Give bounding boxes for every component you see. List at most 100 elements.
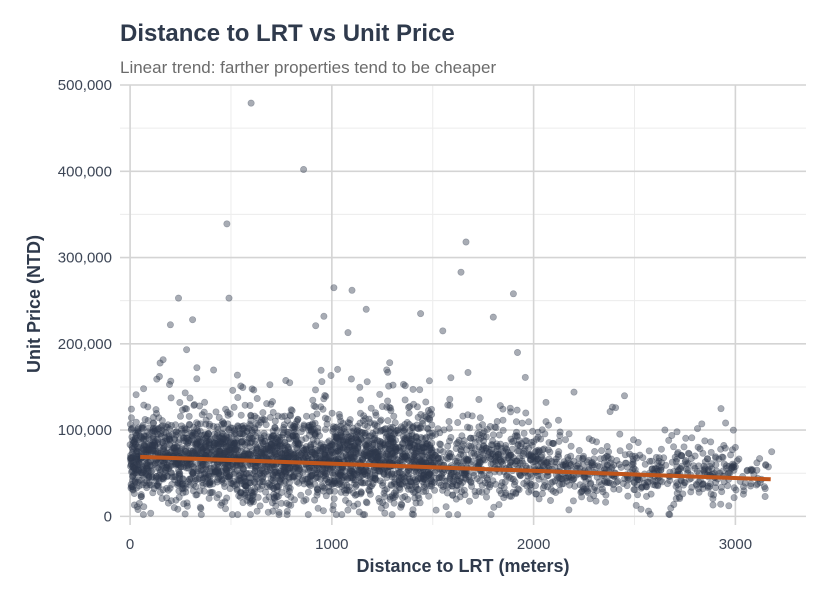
data-point — [140, 503, 148, 511]
data-point — [189, 429, 197, 437]
data-point — [159, 486, 167, 494]
data-point — [325, 487, 333, 495]
data-point — [251, 488, 259, 496]
data-point — [662, 461, 670, 469]
data-point — [285, 487, 293, 495]
data-point — [232, 445, 240, 453]
data-point — [422, 398, 430, 406]
data-point — [281, 446, 289, 454]
data-point — [354, 500, 362, 508]
data-point — [417, 410, 425, 418]
data-point — [247, 412, 255, 420]
data-point — [150, 413, 158, 421]
data-point — [252, 432, 260, 440]
y-axis-title: Unit Price (NTD) — [24, 235, 44, 373]
data-point — [355, 508, 363, 516]
data-point — [418, 452, 426, 460]
data-point — [177, 463, 185, 471]
data-point — [497, 457, 505, 465]
data-point — [399, 480, 407, 488]
data-point — [747, 466, 755, 474]
data-point — [281, 477, 289, 485]
data-point — [357, 435, 365, 443]
data-point — [281, 450, 289, 458]
data-point — [167, 394, 175, 402]
data-point — [143, 462, 151, 470]
data-point — [222, 405, 230, 413]
data-point — [499, 416, 507, 424]
data-point — [269, 432, 277, 440]
data-point — [347, 375, 355, 383]
data-point — [130, 489, 138, 497]
data-point — [348, 442, 356, 450]
data-point — [364, 422, 372, 430]
data-point — [157, 432, 165, 440]
data-point — [407, 443, 415, 451]
data-point — [471, 452, 479, 460]
data-point — [385, 382, 393, 390]
data-point — [334, 472, 342, 480]
data-point — [231, 439, 239, 447]
data-point — [213, 423, 221, 431]
data-point — [212, 408, 220, 416]
data-point — [280, 468, 288, 476]
data-point — [602, 491, 610, 499]
data-point — [149, 424, 157, 432]
data-point — [233, 485, 241, 493]
data-point — [148, 473, 156, 481]
data-point — [224, 411, 232, 419]
data-point — [357, 488, 365, 496]
data-point — [193, 364, 201, 372]
y-tick-label: 100,000 — [58, 422, 112, 439]
data-point — [317, 447, 325, 455]
data-point — [271, 417, 279, 425]
data-point — [403, 418, 411, 426]
data-point — [465, 497, 473, 505]
data-point — [227, 424, 235, 432]
data-point — [257, 435, 265, 443]
data-point — [245, 434, 253, 442]
data-point — [401, 382, 409, 390]
data-point — [165, 465, 173, 473]
data-point — [371, 434, 379, 442]
data-point — [478, 421, 486, 429]
data-point — [147, 509, 155, 517]
data-point — [253, 394, 261, 402]
data-point — [205, 444, 213, 452]
data-point — [193, 375, 201, 383]
data-point — [383, 366, 391, 374]
data-point — [300, 465, 308, 473]
data-point — [709, 501, 717, 509]
data-point — [211, 430, 219, 438]
data-point — [287, 406, 295, 414]
data-point — [717, 500, 725, 508]
data-point — [205, 412, 213, 420]
data-point — [205, 480, 213, 488]
data-point — [397, 503, 405, 511]
data-point — [478, 445, 486, 453]
data-point — [332, 511, 340, 519]
data-point — [246, 401, 254, 409]
data-point — [131, 440, 139, 448]
data-point — [330, 438, 338, 446]
data-point — [313, 410, 321, 418]
data-point — [241, 450, 249, 458]
data-point — [244, 461, 252, 469]
data-point — [396, 443, 404, 451]
data-point — [164, 472, 172, 480]
data-point — [233, 440, 241, 448]
data-point — [152, 473, 160, 481]
data-point — [326, 442, 334, 450]
data-point — [233, 439, 241, 447]
data-point — [326, 487, 334, 495]
data-point — [466, 424, 474, 432]
data-point — [624, 492, 632, 500]
data-point — [713, 467, 721, 475]
data-point — [337, 429, 345, 437]
data-point — [321, 391, 329, 399]
data-point — [363, 448, 371, 456]
data-point — [198, 447, 206, 455]
data-point — [312, 403, 320, 411]
data-point — [140, 385, 148, 393]
data-point — [206, 468, 214, 476]
